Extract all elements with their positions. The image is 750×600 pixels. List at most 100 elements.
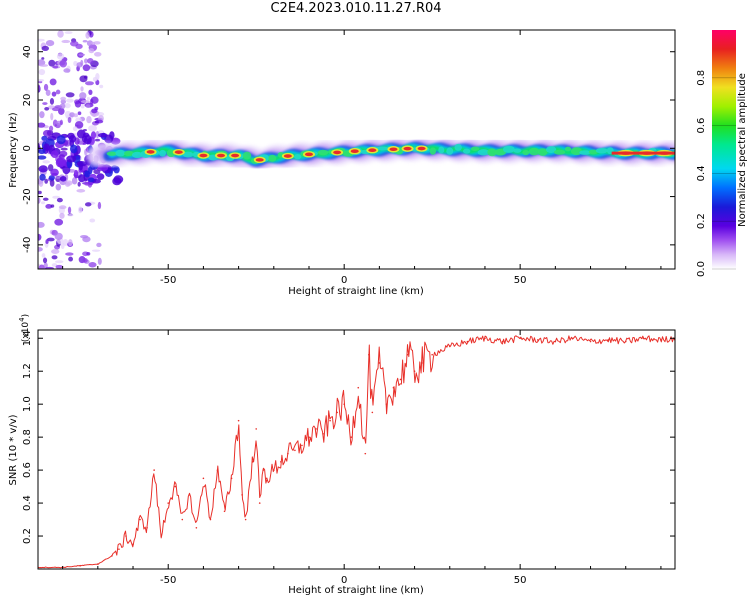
colorbar-tick-label: 0.8 bbox=[696, 70, 707, 86]
noise-speck bbox=[91, 249, 101, 252]
y-tick-label: 0.6 bbox=[22, 462, 33, 478]
noise-core bbox=[112, 177, 122, 186]
noise-speck bbox=[40, 201, 46, 205]
x-tick-label: -50 bbox=[160, 575, 176, 586]
ridge-blob bbox=[487, 148, 497, 157]
noise-speck bbox=[49, 179, 55, 187]
ridge-blob bbox=[494, 148, 507, 156]
ridge-blob bbox=[293, 154, 302, 160]
noise-speck bbox=[61, 39, 71, 44]
snr-point bbox=[448, 345, 451, 348]
noise-speck bbox=[89, 218, 96, 223]
noise-speck bbox=[54, 218, 64, 226]
x-tick-label: -50 bbox=[160, 275, 176, 286]
ridge-blob bbox=[446, 147, 454, 155]
noise-speck bbox=[56, 176, 60, 179]
snr-point bbox=[160, 535, 162, 537]
noise-speck bbox=[80, 100, 90, 104]
noise-speck bbox=[48, 59, 56, 67]
snr-ylabel: SNR (10 * v/v) bbox=[8, 414, 19, 485]
snr-point bbox=[301, 444, 303, 447]
noise-core bbox=[109, 131, 115, 140]
noise-core bbox=[38, 155, 47, 160]
snr-point bbox=[294, 449, 296, 452]
noise-speck bbox=[44, 106, 50, 111]
noise-speck bbox=[45, 40, 55, 47]
ridge-blob bbox=[522, 149, 530, 156]
noise-speck bbox=[86, 115, 92, 124]
ridge-blob bbox=[503, 145, 515, 153]
noise-speck bbox=[64, 103, 71, 109]
noise-speck bbox=[52, 119, 58, 127]
noise-speck bbox=[41, 45, 50, 51]
y-tick-label: 20 bbox=[22, 94, 33, 107]
noise-speck bbox=[93, 41, 101, 45]
noise-speck bbox=[38, 84, 41, 90]
noise-speck bbox=[74, 121, 84, 129]
y-tick-label: 1.0 bbox=[22, 396, 33, 412]
noise-speck bbox=[67, 214, 74, 217]
hot-spot bbox=[333, 150, 342, 155]
ridge-blob bbox=[123, 150, 134, 157]
ridge-blob bbox=[564, 146, 572, 152]
noise-core bbox=[76, 160, 87, 167]
snr-point bbox=[280, 461, 282, 463]
hot-spot bbox=[417, 146, 426, 151]
noise-core bbox=[39, 173, 46, 181]
spectrogram-ylabel: Frequency (Hz) bbox=[8, 112, 19, 188]
noise-speck bbox=[91, 108, 98, 114]
ridge-blob bbox=[115, 149, 126, 157]
snr-marks bbox=[38, 335, 675, 569]
noise-speck bbox=[50, 112, 54, 121]
noise-speck bbox=[65, 252, 74, 256]
noise-speck bbox=[42, 160, 50, 164]
noise-speck bbox=[85, 31, 90, 39]
noise-speck bbox=[56, 197, 63, 203]
ridge-blob bbox=[545, 146, 557, 153]
snr-point bbox=[322, 433, 324, 435]
snr-point bbox=[589, 340, 592, 343]
noise-speck bbox=[38, 221, 45, 228]
noise-speck bbox=[76, 188, 86, 193]
noise-speck bbox=[95, 130, 100, 139]
noise-speck bbox=[69, 112, 75, 118]
noise-speck bbox=[84, 202, 92, 207]
snr-point bbox=[237, 419, 240, 422]
snr-point bbox=[146, 526, 148, 529]
noise-speck bbox=[87, 58, 94, 64]
noise-speck bbox=[42, 102, 48, 105]
hot-spot bbox=[403, 146, 412, 151]
ridge-blob bbox=[131, 151, 143, 159]
snr-point bbox=[202, 477, 205, 480]
snr-point bbox=[420, 362, 423, 364]
x-tick-label: 0 bbox=[341, 575, 347, 586]
hot-spot bbox=[350, 149, 359, 153]
snr-point bbox=[554, 340, 557, 343]
noise-core bbox=[67, 132, 75, 140]
ridge-blob bbox=[470, 146, 480, 152]
noise-speck bbox=[51, 91, 57, 97]
snr-point bbox=[607, 339, 609, 341]
noise-speck bbox=[62, 238, 69, 246]
colorbar-tick-label: 0.0 bbox=[696, 261, 707, 277]
snr-point bbox=[241, 494, 243, 496]
y-tick-label: -40 bbox=[22, 237, 33, 253]
noise-speck bbox=[45, 266, 54, 269]
snr-point bbox=[484, 337, 486, 340]
noise-speck bbox=[60, 99, 67, 105]
noise-speck bbox=[55, 183, 62, 191]
noise-speck bbox=[71, 177, 78, 185]
snr-point bbox=[287, 452, 289, 455]
ridge-blob bbox=[513, 148, 522, 153]
noise-speck bbox=[54, 232, 63, 241]
hot-spot bbox=[217, 153, 226, 158]
y-tick-label: 0 bbox=[22, 145, 33, 151]
x-tick-label: 50 bbox=[514, 575, 527, 586]
noise-speck bbox=[48, 125, 54, 132]
noise-speck bbox=[72, 126, 78, 132]
snr-plot-area bbox=[38, 330, 675, 569]
snr-point bbox=[336, 411, 338, 414]
snr-point bbox=[466, 340, 469, 343]
colorbar-tick-label: 0.6 bbox=[696, 118, 707, 134]
noise-core bbox=[90, 131, 97, 140]
